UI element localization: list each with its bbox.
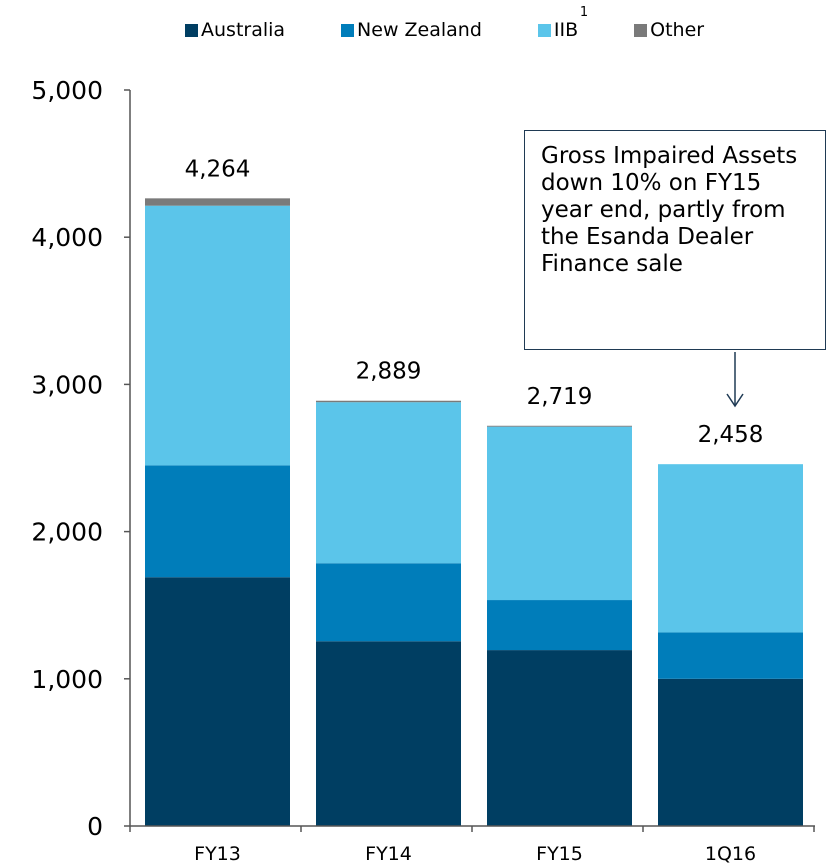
legend-item-new-zealand: New Zealand: [341, 19, 482, 41]
total-label-1q16: 2,458: [698, 422, 764, 448]
legend-item-other: Other: [634, 19, 704, 41]
bars-layer: [145, 198, 803, 826]
bar-new-zealand-fy13: [145, 465, 290, 578]
y-tick-label-3: 3,000: [31, 370, 103, 399]
bar-new-zealand-1q16: [658, 632, 803, 679]
bar-iib-fy14: [316, 402, 461, 564]
chart-legend: Australia New Zealand IIB 1 Other: [185, 5, 704, 42]
bar-other-fy15: [487, 425, 632, 427]
y-tick-label-5: 5,000: [31, 76, 103, 105]
callout-text: Gross Impaired Assets down 10% on FY15 y…: [541, 143, 798, 277]
labels-layer: 4,264 FY13 2,889 FY14 2,719 FY15 2,458 1Q16: [185, 156, 764, 865]
y-tick-label-1: 1,000: [31, 665, 103, 694]
total-label-fy15: 2,719: [527, 384, 593, 410]
y-tick-label-0: 0: [87, 812, 103, 841]
legend-swatch-australia: [185, 23, 198, 37]
bar-australia-1q16: [658, 678, 803, 826]
legend-label-new-zealand: New Zealand: [357, 19, 482, 41]
category-label-1q16: 1Q16: [705, 843, 756, 865]
legend-swatch-iib: [537, 23, 551, 37]
bar-new-zealand-fy15: [487, 600, 632, 651]
callout-arrow-head: [726, 393, 744, 408]
category-label-fy14: FY14: [365, 843, 412, 865]
callout-box: Gross Impaired Assets down 10% on FY15 y…: [524, 130, 826, 350]
bar-australia-fy13: [145, 577, 290, 826]
bar-other-fy14: [316, 400, 461, 403]
axes-layer: 0 1,000 2,000 3,000 4,000 5,000: [31, 76, 815, 841]
legend-item-iib: IIB 1: [537, 5, 588, 41]
callout-arrow: [726, 352, 744, 408]
legend-label-iib: IIB: [553, 19, 579, 41]
legend-item-australia: Australia: [185, 19, 285, 41]
legend-label-other: Other: [650, 19, 705, 41]
bar-australia-fy15: [487, 650, 632, 826]
total-label-fy13: 4,264: [185, 156, 251, 182]
y-tick-label-2: 2,000: [31, 518, 103, 547]
bar-new-zealand-fy14: [316, 563, 461, 642]
total-label-fy14: 2,889: [356, 359, 422, 385]
y-tick-label-4: 4,000: [31, 223, 103, 252]
legend-footnote-marker: 1: [579, 5, 589, 20]
bar-iib-1q16: [658, 464, 803, 633]
category-label-fy13: FY13: [194, 843, 241, 865]
category-label-fy15: FY15: [536, 843, 583, 865]
legend-swatch-new-zealand: [341, 23, 355, 37]
bar-iib-fy15: [487, 426, 632, 601]
bar-other-fy13: [145, 198, 290, 206]
bar-australia-fy14: [316, 641, 461, 826]
legend-label-australia: Australia: [201, 19, 286, 41]
bar-iib-fy13: [145, 205, 290, 466]
legend-swatch-other: [634, 23, 648, 37]
